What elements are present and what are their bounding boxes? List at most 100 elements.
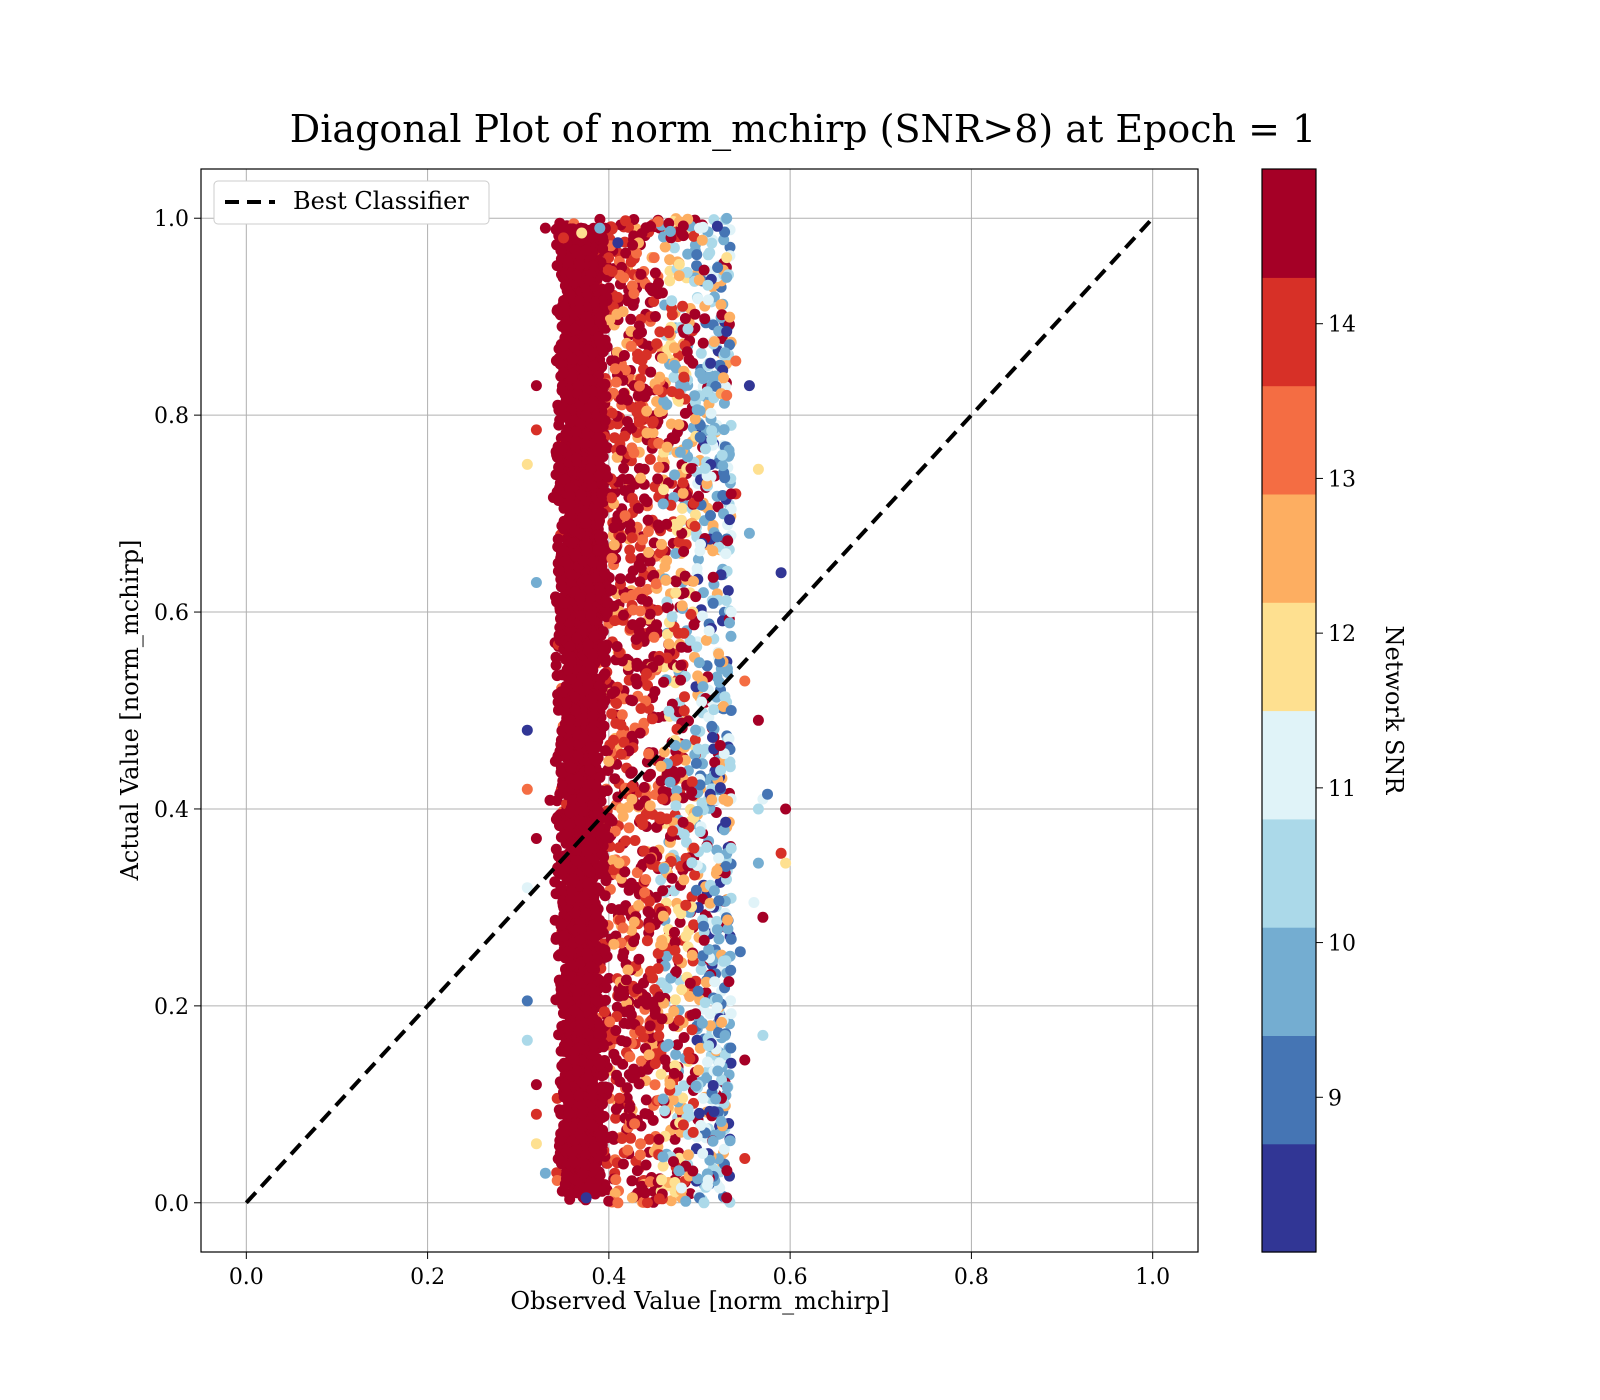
scatter-point: [652, 519, 664, 531]
scatter-point: [725, 933, 737, 945]
scatter-point: [652, 948, 664, 959]
scatter-point: [637, 816, 648, 828]
scatter-point: [691, 805, 703, 817]
scatter-point: [702, 249, 714, 261]
scatter-point: [689, 413, 701, 425]
scatter-point: [670, 576, 682, 588]
scatter-point: [631, 1165, 643, 1177]
scatter-point: [695, 964, 707, 976]
scatter-point: [558, 545, 570, 557]
scatter-point: [609, 615, 621, 627]
scatter-point: [647, 1114, 659, 1126]
scatter-point: [721, 1081, 733, 1093]
scatter-point: [623, 473, 635, 485]
scatter-point: [611, 641, 623, 652]
scatter-point: [656, 538, 667, 550]
scatter-point: [725, 1008, 737, 1020]
scatter-point: [694, 431, 706, 443]
scatter-point: [644, 1020, 656, 1032]
scatter-point: [650, 578, 662, 590]
scatter-point: [680, 899, 692, 911]
scatter-point: [723, 733, 735, 745]
scatter-point: [675, 641, 687, 653]
scatter-point: [711, 865, 723, 876]
scatter-point: [699, 997, 711, 1009]
scatter-point: [644, 896, 655, 907]
scatter-point: [709, 976, 721, 988]
scatter-point: [620, 835, 632, 847]
scatter-point: [711, 220, 723, 232]
scatter-point: [635, 472, 647, 484]
scatter-point: [645, 768, 656, 780]
scatter-point: [657, 1151, 669, 1163]
scatter-point: [657, 793, 669, 805]
scatter-point: [715, 764, 727, 776]
scatter-point: [720, 595, 732, 606]
scatter-point: [653, 1133, 665, 1145]
scatter-point: [658, 863, 670, 874]
scatter-point: [649, 1008, 661, 1020]
scatter-point: [555, 766, 567, 778]
scatter-point: [695, 347, 707, 359]
scatter-point: [628, 447, 640, 459]
scatter-point: [673, 1014, 685, 1026]
scatter-point: [693, 657, 705, 669]
scatter-point: [608, 938, 620, 950]
scatter-point: [724, 617, 735, 629]
scatter-point: [627, 604, 639, 616]
scatter-point: [662, 628, 673, 640]
scatter-point: [714, 782, 726, 794]
scatter-point: [626, 422, 638, 434]
scatter-point: [678, 874, 690, 886]
scatter-point: [686, 857, 698, 869]
scatter-point: [551, 670, 563, 682]
scatter-point: [676, 600, 688, 612]
scatter-point: [691, 249, 703, 261]
scatter-point: [715, 299, 727, 311]
scatter-point: [649, 1079, 661, 1091]
scatter-point: [621, 1092, 633, 1104]
scatter-point: [667, 825, 679, 837]
scatter-point: [641, 668, 653, 680]
scatter-point: [689, 308, 701, 320]
scatter-point: [713, 852, 725, 864]
scatter-point: [612, 291, 624, 303]
scatter-point: [620, 215, 631, 227]
scatter-point: [606, 708, 618, 720]
scatter-point: [678, 546, 690, 557]
scatter-point: [672, 1039, 683, 1051]
scatter-point: [652, 384, 664, 396]
scatter-point: [669, 945, 681, 956]
scatter-point: [606, 552, 618, 564]
scatter-point: [648, 631, 660, 643]
scatter-point: [620, 974, 632, 986]
scatter-point: [641, 405, 653, 417]
scatter-point: [675, 908, 687, 920]
scatter-point: [690, 509, 701, 521]
scatter-point: [604, 314, 616, 326]
scatter-point: [602, 471, 613, 483]
scatter-point: [653, 277, 664, 289]
scatter-point: [611, 698, 623, 709]
scatter-point: [698, 264, 710, 276]
scatter-point: [606, 265, 618, 277]
scatter-point: [725, 630, 737, 642]
scatter-point: [666, 611, 678, 623]
scatter-point: [706, 434, 718, 446]
scatter-point: [622, 394, 633, 406]
scatter-point: [644, 453, 656, 465]
scatter-point: [716, 1016, 728, 1028]
scatter-point: [624, 1004, 636, 1016]
scatter-point: [708, 1106, 720, 1118]
scatter-point: [661, 518, 673, 530]
scatter-point: [717, 460, 729, 472]
scatter-point: [696, 696, 708, 708]
scatter-point: [639, 1108, 651, 1120]
scatter-point: [719, 347, 731, 359]
scatter-point: [711, 924, 723, 936]
scatter-point: [649, 311, 661, 322]
scatter-point: [688, 619, 700, 631]
scatter-point: [693, 490, 705, 502]
scatter-point: [675, 674, 687, 686]
